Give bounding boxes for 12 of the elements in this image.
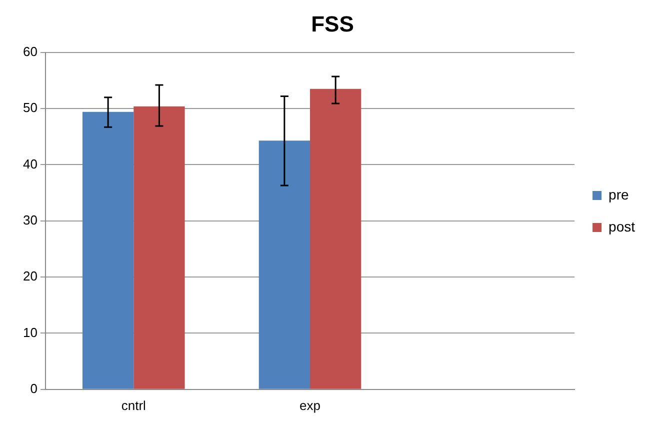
y-tick-label: 20 — [22, 268, 38, 284]
y-tick-label: 0 — [30, 380, 38, 396]
y-tick-label: 40 — [22, 156, 38, 172]
x-tick-label: cntrl — [121, 398, 146, 413]
y-tick-label: 30 — [22, 212, 38, 228]
legend-label: pre — [608, 186, 629, 202]
chart-title: FSS — [311, 11, 354, 36]
y-tick-label: 50 — [22, 100, 38, 116]
legend-label: post — [608, 218, 636, 234]
x-tick-label: exp — [300, 398, 320, 413]
y-tick-label: 60 — [22, 44, 38, 59]
y-tick-label: 10 — [22, 324, 38, 340]
